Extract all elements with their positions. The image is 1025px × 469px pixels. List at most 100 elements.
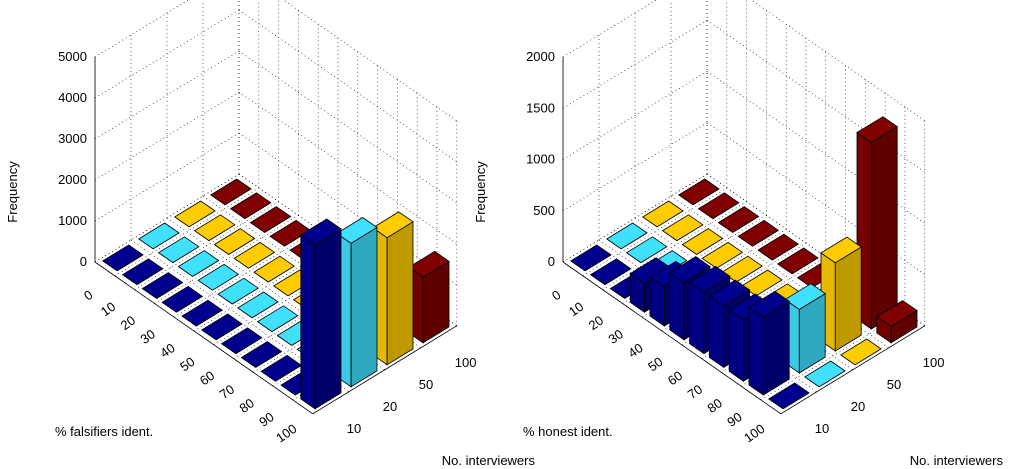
bar <box>589 258 632 286</box>
bar <box>748 290 790 396</box>
bar <box>856 116 898 330</box>
bar <box>408 250 450 344</box>
z-tick-label: 1500 <box>526 100 555 115</box>
x-tick-label: 40 <box>157 340 177 361</box>
bar <box>300 218 342 410</box>
y-axis-label: No. interviewers <box>910 453 1004 468</box>
bar <box>249 206 292 233</box>
bar <box>372 211 414 366</box>
z-tick-label: 4000 <box>58 90 87 105</box>
x-tick-label: 0 <box>81 287 96 303</box>
bar <box>681 228 724 255</box>
y-tick-label: 100 <box>455 355 477 370</box>
bar <box>197 263 240 291</box>
y-tick-label: 20 <box>383 399 397 414</box>
x-tick-label: 20 <box>118 313 138 334</box>
bar <box>174 200 216 228</box>
bar <box>777 247 819 275</box>
bar <box>121 258 164 286</box>
x-tick-label: 10 <box>566 299 586 320</box>
bar <box>701 241 744 269</box>
bar <box>678 178 720 206</box>
z-tick-label: 500 <box>533 203 555 218</box>
x-tick-label: 10 <box>98 299 118 320</box>
bar <box>840 338 882 366</box>
y-axis-label: No. interviewers <box>442 453 536 468</box>
z-tick-label: 5000 <box>58 49 87 64</box>
bar <box>820 236 862 352</box>
bar <box>717 206 760 233</box>
bar <box>141 272 184 299</box>
x-tick-label: 30 <box>137 326 157 347</box>
bar <box>240 341 283 368</box>
z-axis-label: Frequency <box>5 161 20 223</box>
z-tick-label: 1000 <box>58 213 87 228</box>
z-tick-label: 1000 <box>526 152 555 167</box>
bar <box>102 244 144 272</box>
bar <box>177 250 220 277</box>
chart-panel-1: 0100020003000400050000102030405060708090… <box>5 0 535 468</box>
x-tick-label: 80 <box>704 395 724 416</box>
x-tick-label: 100 <box>273 421 299 446</box>
y-tick-label: 20 <box>851 399 865 414</box>
x-tick-label: 90 <box>256 409 276 430</box>
bar <box>220 327 263 355</box>
bar <box>213 228 256 255</box>
axes-frame <box>562 57 926 415</box>
x-tick-label: 90 <box>724 409 744 430</box>
bar <box>229 192 272 220</box>
x-tick-label: 80 <box>236 395 256 416</box>
bar <box>210 178 252 206</box>
bar <box>233 241 276 269</box>
bar <box>697 192 740 220</box>
y-tick-label: 50 <box>887 377 901 392</box>
y-tick-label: 100 <box>923 355 945 370</box>
bar <box>217 277 259 305</box>
z-tick-label: 0 <box>80 254 87 269</box>
z-tick-label: 2000 <box>58 172 87 187</box>
bar <box>876 300 918 344</box>
bar <box>336 217 378 388</box>
x-tick-label: 30 <box>605 326 625 347</box>
bar <box>768 382 810 410</box>
bar <box>193 214 236 242</box>
bar <box>181 299 223 327</box>
x-tick-label: 70 <box>685 382 705 403</box>
z-axis-label: Frequency <box>473 161 488 223</box>
bar <box>757 233 799 261</box>
bar <box>138 222 180 250</box>
bar <box>253 255 295 283</box>
bar <box>737 219 780 247</box>
x-tick-label: 70 <box>217 382 237 403</box>
bar <box>642 200 684 228</box>
x-axis-label: % honest ident. <box>523 424 613 439</box>
y-tick-label: 50 <box>419 377 433 392</box>
bar <box>625 236 668 264</box>
bar <box>256 305 299 333</box>
z-tick-label: 0 <box>548 254 555 269</box>
bar <box>570 244 612 272</box>
z-tick-label: 2000 <box>526 49 555 64</box>
axes-frame <box>94 57 458 415</box>
x-tick-label: 50 <box>645 354 665 375</box>
bar <box>784 283 826 374</box>
z-tick-label: 3000 <box>58 131 87 146</box>
bar <box>157 236 200 264</box>
x-tick-label: 0 <box>549 287 564 303</box>
x-tick-label: 60 <box>665 368 685 389</box>
x-axis-label: % falsifiers ident. <box>55 424 153 439</box>
x-tick-label: 20 <box>586 313 606 334</box>
bar <box>661 214 704 242</box>
bar <box>237 291 279 319</box>
x-tick-label: 60 <box>197 368 217 389</box>
bar <box>201 313 243 341</box>
x-tick-label: 40 <box>625 340 645 361</box>
x-tick-label: 100 <box>741 421 767 446</box>
bar <box>804 360 846 388</box>
y-tick-label: 10 <box>347 421 361 436</box>
bar <box>606 222 648 250</box>
x-tick-label: 50 <box>177 354 197 375</box>
bar <box>161 285 204 313</box>
